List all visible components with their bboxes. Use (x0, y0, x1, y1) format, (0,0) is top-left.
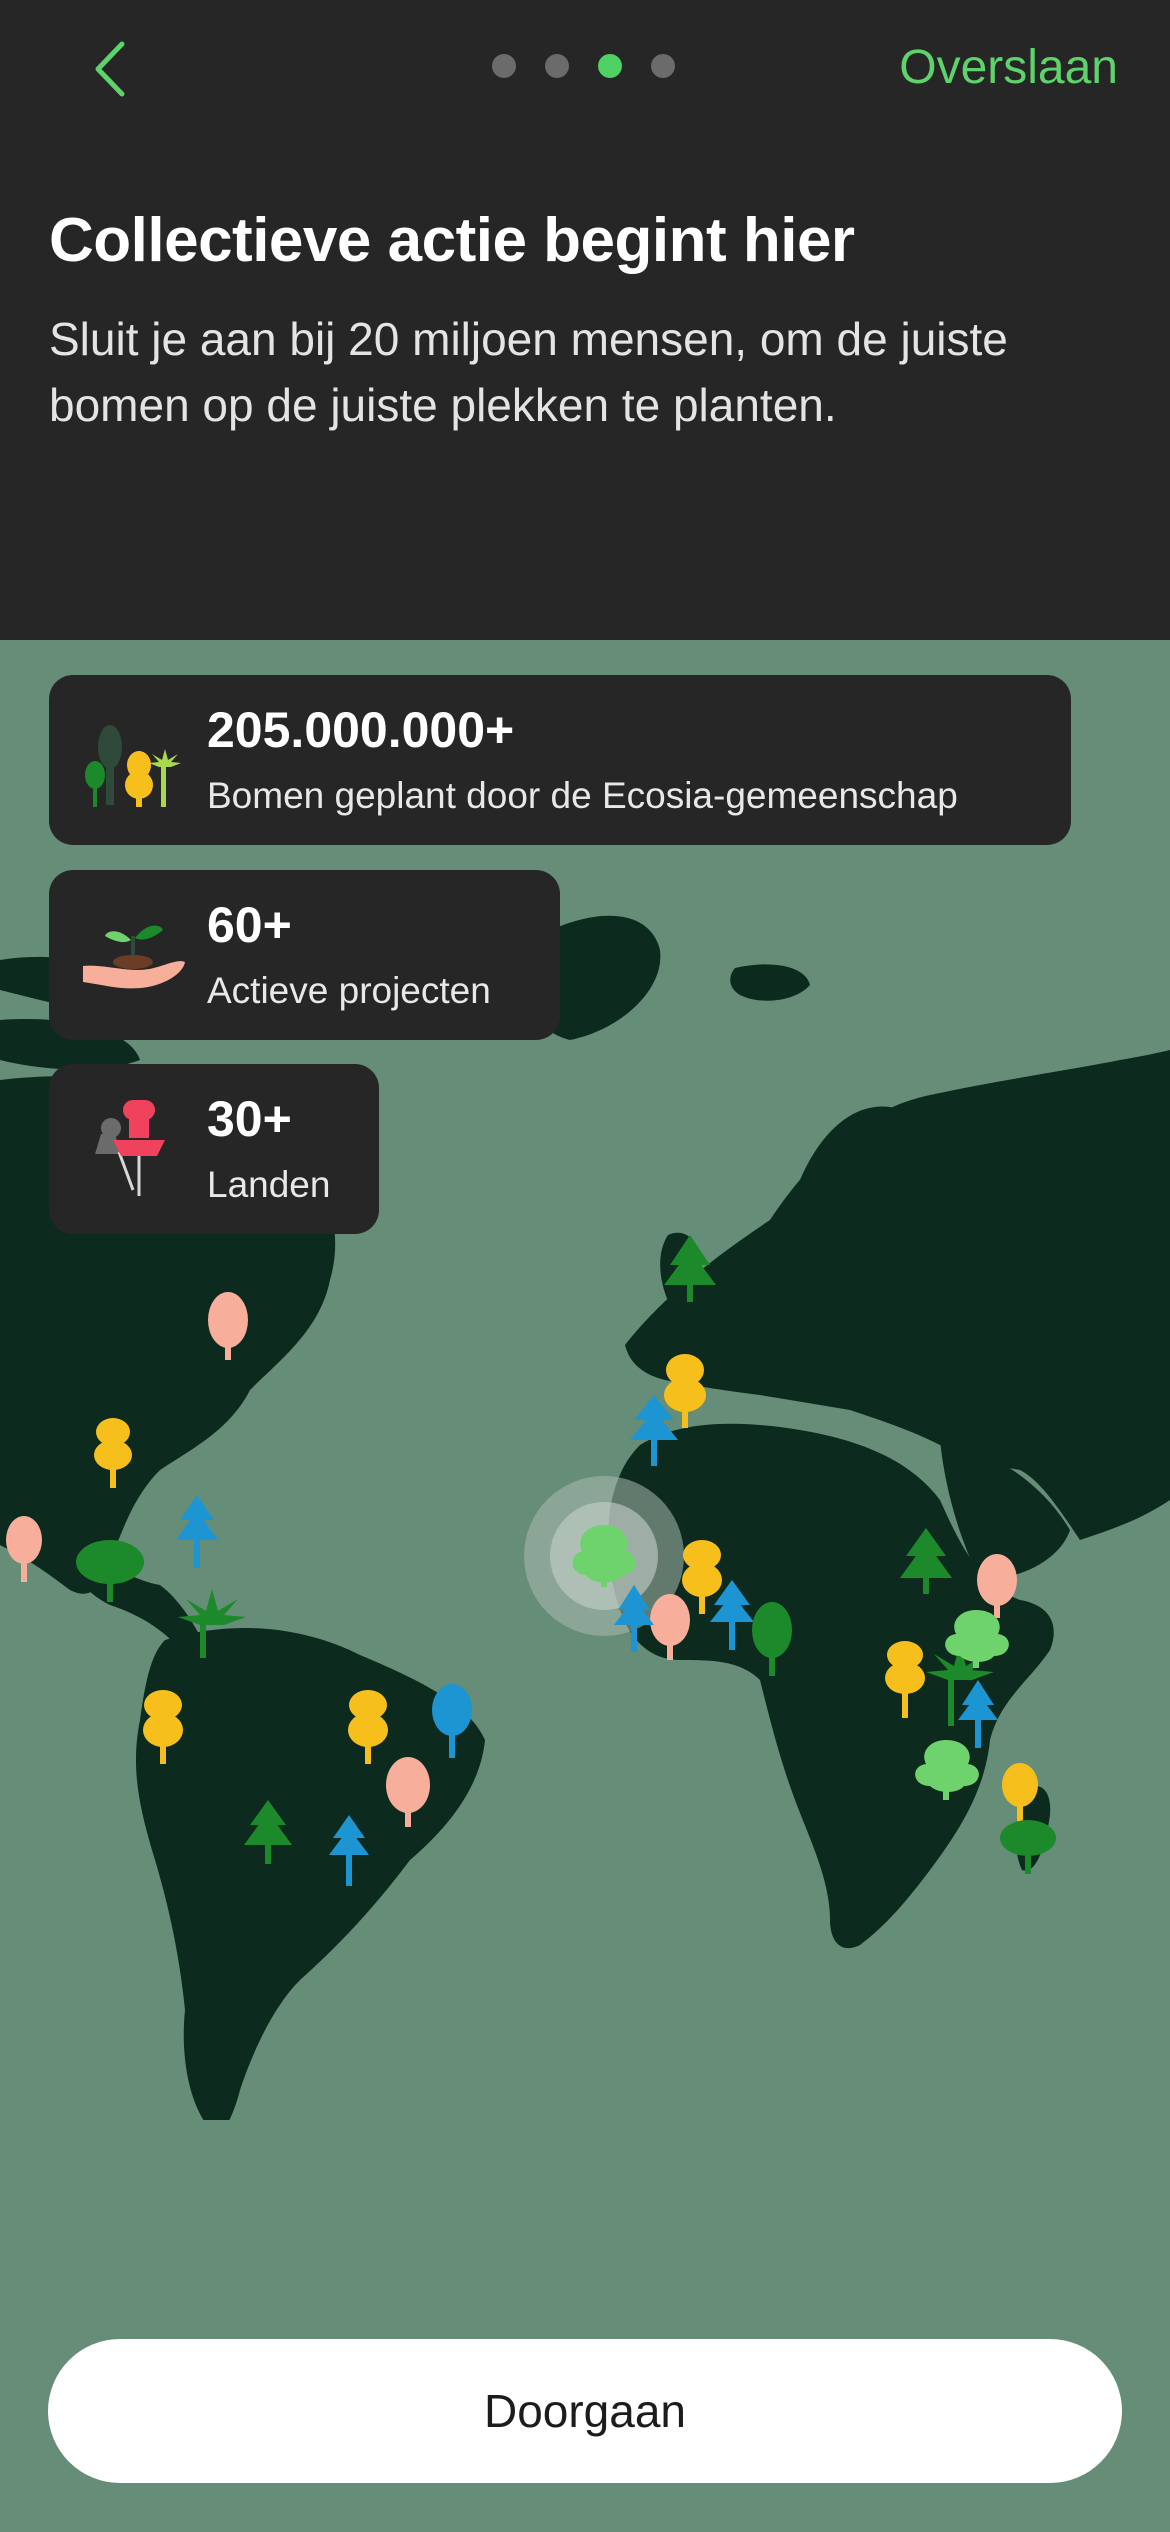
stat-card-projects: 60+ Actieve projecten (49, 870, 560, 1040)
chevron-left-icon (95, 41, 125, 97)
stat-card-trees: 205.000.000+ Bomen geplant door de Ecosi… (49, 675, 1071, 845)
skip-button[interactable]: Overslaan (899, 41, 1118, 94)
stat-label: Landen (207, 1164, 331, 1205)
back-button[interactable] (84, 34, 144, 104)
world-map (0, 915, 1170, 2120)
tree-marker (176, 1395, 998, 1886)
tree-marker (6, 1292, 1017, 1827)
page-title: Collectieve actie begint hier (49, 206, 855, 275)
header (0, 0, 1170, 640)
stat-value: 30+ (207, 1091, 292, 1147)
page-dot[interactable] (651, 54, 675, 78)
stat-value: 205.000.000+ (207, 702, 515, 758)
page-indicator (492, 54, 675, 78)
continue-button[interactable]: Doorgaan (48, 2339, 1122, 2483)
sapling-hand-icon (83, 925, 185, 989)
page-dot-active[interactable] (598, 54, 622, 78)
stat-value: 60+ (207, 897, 292, 953)
tree-marker (94, 1354, 1038, 1822)
tree-marker (76, 1235, 1056, 1874)
tree-marker (572, 1525, 1009, 1800)
map-pin-icon (95, 1100, 165, 1196)
project-markers (6, 1235, 1056, 1886)
stat-label: Actieve projecten (207, 970, 491, 1011)
page-subtitle: Sluit je aan bij 20 miljoen mensen, om d… (49, 313, 1008, 431)
page-dot[interactable] (545, 54, 569, 78)
stat-label: Bomen geplant door de Ecosia-gemeenschap (207, 775, 958, 816)
header-wave (0, 540, 1170, 625)
trees-icon (85, 725, 181, 807)
page-dot[interactable] (492, 54, 516, 78)
stat-card-countries: 30+ Landen (49, 1064, 379, 1234)
